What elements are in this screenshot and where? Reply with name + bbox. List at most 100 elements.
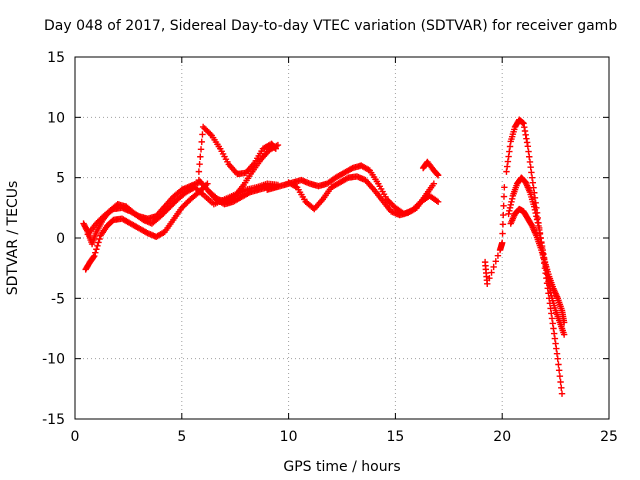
data-point-interp xyxy=(134,212,141,219)
data-point-interp xyxy=(530,184,537,191)
data-point-interp xyxy=(526,158,534,166)
data-point xyxy=(558,390,566,397)
data-point-interp xyxy=(500,202,507,210)
data-point-interp xyxy=(527,164,534,171)
y-tick-label: -15 xyxy=(42,412,65,428)
data-point-interp xyxy=(96,235,103,243)
x-tick-label: 0 xyxy=(71,429,80,445)
data-point-interp xyxy=(552,340,559,347)
data-point-interp xyxy=(90,253,97,261)
data-point-interp xyxy=(365,166,372,173)
data-point-interp xyxy=(526,153,533,160)
data-point-interp xyxy=(490,263,497,271)
data-point xyxy=(535,222,542,230)
data-point-interp xyxy=(521,127,529,135)
data-point xyxy=(195,168,203,175)
data-point-interp xyxy=(108,206,116,214)
y-tick-label: 15 xyxy=(47,50,65,66)
data-point-interp xyxy=(553,345,560,352)
data-point-interp xyxy=(245,189,252,197)
data-point-interp xyxy=(93,246,100,253)
data-point xyxy=(501,184,508,191)
data-point-interp xyxy=(551,335,559,342)
data-point xyxy=(528,174,536,181)
plot-frame xyxy=(74,56,610,420)
y-tick-label: -5 xyxy=(51,291,65,307)
data-point xyxy=(550,325,557,332)
data-point-interp xyxy=(532,209,539,217)
data-point-interp xyxy=(528,169,535,176)
data-point-interp xyxy=(557,378,564,386)
data-point-interp xyxy=(507,201,514,209)
y-tick-label: 0 xyxy=(56,231,65,247)
data-point-interp xyxy=(523,135,530,142)
data-point-interp xyxy=(434,171,441,178)
data-point-interp xyxy=(207,130,214,138)
x-axis-label: GPS time / hours xyxy=(283,459,400,475)
data-point-interp xyxy=(506,207,513,215)
data-point-interp xyxy=(549,320,556,327)
data-point-interp xyxy=(94,242,101,250)
data-point-interp xyxy=(273,142,280,150)
data-point-interp xyxy=(521,123,528,131)
data-point xyxy=(560,331,568,338)
data-point-interp xyxy=(504,158,512,165)
data-point-interp xyxy=(506,204,514,212)
x-tick-label: 15 xyxy=(386,429,404,445)
x-tick-label: 25 xyxy=(600,429,618,445)
data-point-interp xyxy=(197,146,205,153)
data-point-interp xyxy=(92,249,99,256)
data-point-interp xyxy=(348,165,355,173)
data-point-interp xyxy=(533,213,540,220)
data-point xyxy=(434,172,442,179)
y-tick-label: -10 xyxy=(42,352,65,368)
data-point-interp xyxy=(506,148,513,155)
data-point xyxy=(505,210,512,218)
data-point-interp xyxy=(548,310,555,317)
data-point-interp xyxy=(505,153,512,160)
data-point-interp xyxy=(556,372,564,380)
data-point xyxy=(274,141,282,149)
data-point xyxy=(499,239,506,247)
data-point-interp xyxy=(486,275,493,282)
data-point-interp xyxy=(143,229,150,236)
data-point-interp xyxy=(433,197,440,204)
data-point-interp xyxy=(508,195,516,202)
data-point-interp xyxy=(534,219,541,226)
data-point xyxy=(524,143,532,150)
data-point-interp xyxy=(523,139,531,146)
data-point-interp xyxy=(343,175,351,182)
data-point-interp xyxy=(555,367,563,374)
data-point-interp xyxy=(548,315,556,322)
data-point-interp xyxy=(529,179,537,186)
x-tick-label: 20 xyxy=(493,429,511,445)
data-point-interp xyxy=(198,138,205,146)
data-point xyxy=(430,180,438,187)
data-point-interp xyxy=(555,361,562,368)
data-point-interp xyxy=(508,198,515,205)
data-point xyxy=(560,319,568,326)
x-tick-label: 10 xyxy=(280,429,298,445)
data-point-interp xyxy=(506,143,514,150)
data-point-interp xyxy=(531,206,539,214)
data-point-interp xyxy=(199,131,206,138)
data-point-interp xyxy=(553,350,561,357)
data-points xyxy=(80,116,568,397)
data-point-interp xyxy=(536,226,543,234)
data-point xyxy=(531,203,538,210)
data-point-interp xyxy=(488,269,495,276)
data-point xyxy=(520,120,527,127)
data-point xyxy=(91,252,98,260)
y-tick-label: 10 xyxy=(47,110,65,126)
data-point-interp xyxy=(494,252,502,259)
data-point xyxy=(503,168,510,175)
data-point-interp xyxy=(533,216,541,223)
data-point xyxy=(484,280,491,288)
data-point-interp xyxy=(503,163,511,170)
data-point-interp xyxy=(500,193,508,200)
data-point-interp xyxy=(522,131,529,139)
data-point-interp xyxy=(499,221,507,228)
axis-ticks: 0 5 10 15 20 25 -15 -10 -5 0 5 10 15 xyxy=(42,50,618,445)
data-point-interp xyxy=(492,258,499,265)
